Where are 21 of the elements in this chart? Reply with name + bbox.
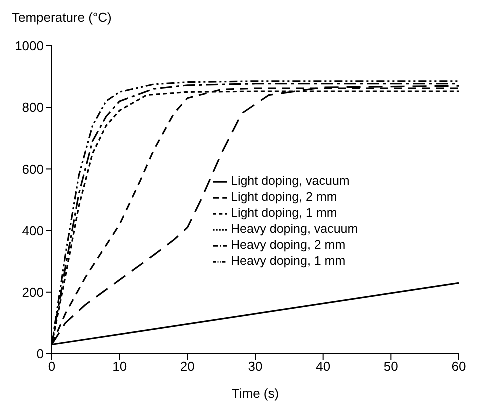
y-tick-label: 200 — [22, 285, 44, 300]
legend-label: Light doping, 2 mm — [231, 190, 338, 204]
legend-label: Light doping, 1 mm — [231, 206, 338, 220]
y-tick-label: 600 — [22, 162, 44, 177]
y-tick-label: 400 — [22, 223, 44, 238]
y-tick-label: 0 — [36, 346, 44, 362]
x-tick-label: 40 — [316, 359, 331, 374]
x-tick-label: 20 — [180, 359, 195, 374]
x-tick-label: 50 — [384, 359, 398, 374]
y-tick-label: 1000 — [15, 38, 44, 54]
x-tick-label: 0 — [48, 359, 56, 374]
x-tick-label: 10 — [112, 359, 128, 374]
x-axis-title: Time (s) — [232, 386, 280, 401]
legend-label: Heavy doping, vacuum — [231, 222, 358, 236]
x-tick-label: 60 — [452, 359, 466, 374]
y-tick-label: 800 — [22, 100, 44, 116]
y-axis-title: Temperature (°C) — [12, 10, 112, 25]
legend-label: Heavy doping, 1 mm — [231, 254, 346, 268]
x-tick-label: 30 — [248, 359, 263, 374]
legend-label: Heavy doping, 2 mm — [231, 238, 346, 252]
legend-label: Light doping, vacuum — [231, 174, 350, 188]
